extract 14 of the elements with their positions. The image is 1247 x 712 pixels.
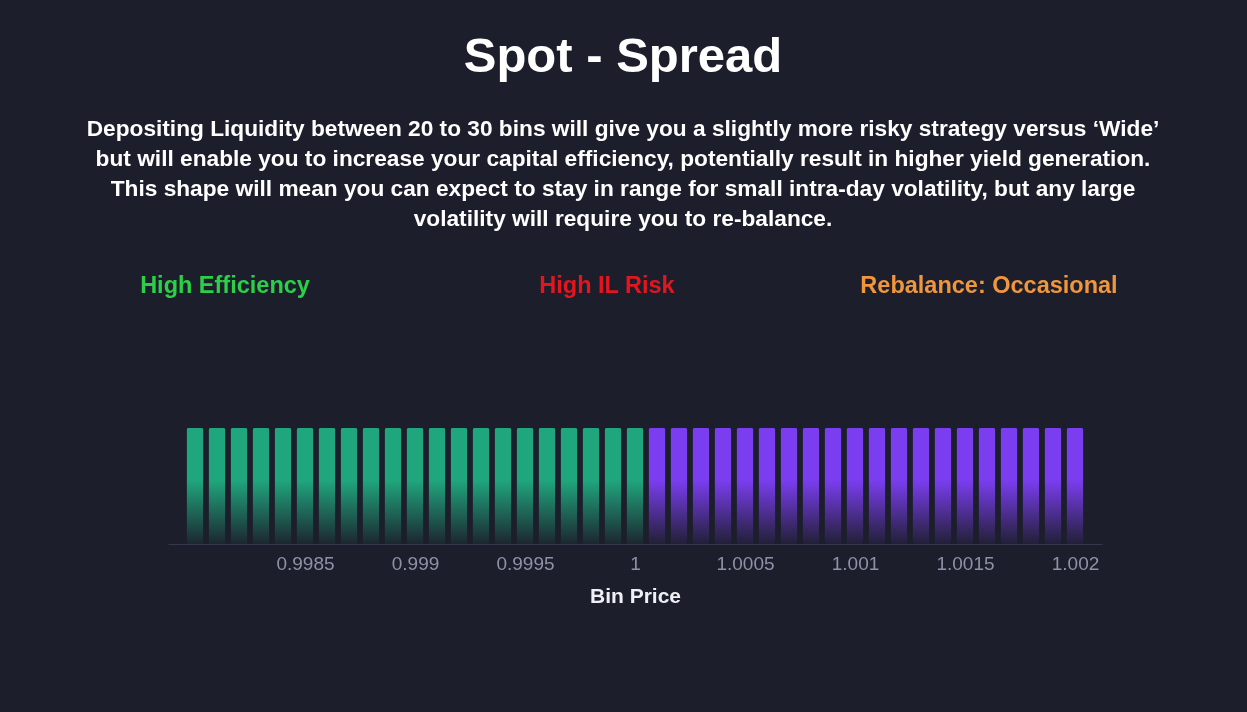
x-tick-label: 1.0015	[936, 552, 995, 574]
x-tick-label: 1.002	[1051, 552, 1100, 574]
text: High IL Risk	[539, 272, 676, 298]
text: Rebalance: Occasional	[860, 272, 1118, 298]
x-tick-label: 1	[630, 552, 641, 574]
x-tick-label: 0.999	[391, 552, 440, 574]
x-tick-label: 0.9985	[276, 552, 335, 574]
x-tick-label: 1.0005	[716, 552, 775, 574]
chart-subtitle: Depositing Liquidity between 20 to 30 bins will give you a slightly more risky strategy versus ‘Wide’ but will enable you to increase your capital efficiency, potentially result in higher yield generation. This shape will mean you can expect to stay in range for small intra-day volatility, but any large volatility will require you to re-balance.	[86, 115, 1160, 232]
x-axis-title: Bin Price	[589, 583, 682, 607]
chart-title: Spot - Spread	[463, 28, 783, 83]
text: High Efficiency	[140, 272, 310, 298]
x-tick-label: 0.9995	[496, 552, 555, 574]
x-tick-label: 1.001	[831, 552, 880, 574]
